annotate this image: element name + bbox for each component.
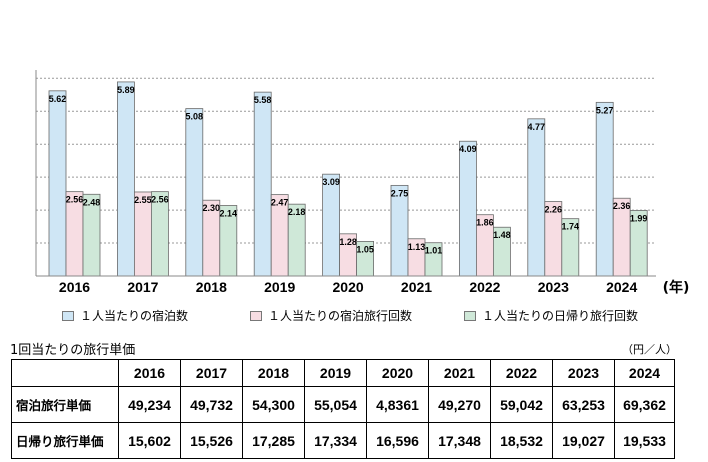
x-tick-label: 2016 bbox=[59, 279, 90, 295]
table-cell: 55,054 bbox=[304, 386, 367, 423]
x-tick-label: 2022 bbox=[469, 279, 500, 295]
column-header: 2017 bbox=[180, 359, 243, 387]
table-row-day-trip-price: 日帰り旅行単価 15,602 15,526 17,285 17,334 16,5… bbox=[11, 422, 675, 459]
chart-legend: １人当たりの宿泊数 １人当たりの宿泊旅行回数 １人当たりの日帰り旅行回数 bbox=[0, 307, 708, 323]
x-tick-labels: 2016 2017 2018 2019 2020 2021 2022 2023 2024 bbox=[59, 279, 638, 295]
bar-value-label: 5.58 bbox=[254, 95, 272, 105]
bar-value-label: 5.27 bbox=[596, 105, 614, 115]
bar-value-label: 5.89 bbox=[117, 85, 135, 95]
table-corner-cell bbox=[11, 359, 119, 387]
legend-label-overnight-trips: １人当たりの宿泊旅行回数 bbox=[268, 309, 413, 323]
table-cell: 19,533 bbox=[614, 422, 675, 459]
bar-stays bbox=[185, 108, 204, 277]
bar-value-label: 5.62 bbox=[49, 94, 67, 104]
table-cell: 4,8361 bbox=[366, 386, 429, 423]
legend-label-stays: １人当たりの宿泊数 bbox=[80, 309, 189, 323]
x-tick-label: 2018 bbox=[196, 279, 227, 295]
bar-value-label: 5.08 bbox=[186, 112, 204, 122]
table-cell: 17,348 bbox=[428, 422, 491, 459]
x-tick-label: 2023 bbox=[538, 279, 569, 295]
column-header: 2022 bbox=[490, 359, 553, 387]
bar-value-label: 1.48 bbox=[493, 230, 511, 240]
bar-chart: 5.622.56 2.485.892.55 2.565.082.302.145.58… bbox=[35, 70, 690, 296]
x-tick-label: 2017 bbox=[127, 279, 158, 295]
bar-value-label: 1.74 bbox=[562, 222, 580, 232]
column-header: 2018 bbox=[242, 359, 305, 387]
bar-value-label: 2.26 bbox=[545, 205, 563, 215]
table-cell: 49,234 bbox=[118, 386, 181, 423]
row-label: 日帰り旅行単価 bbox=[11, 422, 119, 459]
bar-value-label: 2.56 bbox=[66, 195, 84, 205]
table-cell: 49,732 bbox=[180, 386, 243, 423]
column-header: 2023 bbox=[552, 359, 615, 387]
bar-value-label: 4.09 bbox=[459, 144, 477, 154]
column-header: 2016 bbox=[118, 359, 181, 387]
x-tick-label: 2020 bbox=[333, 279, 364, 295]
legend-item-day-trips: １人当たりの日帰り旅行回数 bbox=[464, 307, 638, 324]
table-cell: 15,526 bbox=[180, 422, 243, 459]
legend-item-overnight-trips: １人当たりの宿泊旅行回数 bbox=[250, 307, 412, 324]
table-cell: 17,285 bbox=[242, 422, 305, 459]
price-table: 2016 2017 2018 2019 2020 2021 2022 2023 … bbox=[11, 359, 675, 459]
bar-value-label: 2.75 bbox=[391, 188, 409, 198]
legend-item-stays: １人当たりの宿泊数 bbox=[62, 307, 188, 324]
bar-stays bbox=[253, 91, 272, 277]
bar-value-label: 1.28 bbox=[339, 237, 357, 247]
bar-value-label: 2.14 bbox=[220, 208, 238, 218]
column-header: 2019 bbox=[304, 359, 367, 387]
legend-swatch-day-trips bbox=[464, 310, 476, 321]
table-row-overnight-price: 宿泊旅行単価 49,234 49,732 54,300 55,054 4,836… bbox=[11, 386, 675, 423]
bar-value-label: 1.13 bbox=[408, 242, 426, 252]
column-header: 2024 bbox=[614, 359, 675, 387]
table-cell: 19,027 bbox=[552, 422, 615, 459]
column-header: 2021 bbox=[428, 359, 491, 387]
table-cell: 59,042 bbox=[490, 386, 553, 423]
bar-stays bbox=[322, 173, 341, 277]
legend-swatch-overnight-trips bbox=[250, 310, 262, 321]
x-tick-label: 2021 bbox=[401, 279, 432, 295]
bar-value-label: 2.48 bbox=[83, 197, 101, 207]
bar-value-label: 3.09 bbox=[322, 177, 340, 187]
bar-stays bbox=[117, 81, 135, 277]
bar-stays bbox=[595, 101, 614, 277]
legend-label-day-trips: １人当たりの日帰り旅行回数 bbox=[482, 309, 639, 323]
bar-value-label: 2.56 bbox=[151, 195, 169, 205]
x-tick-label: 2024 bbox=[606, 279, 637, 295]
bar-value-label: 1.01 bbox=[425, 246, 443, 256]
bar-value-label: 2.47 bbox=[271, 198, 289, 208]
table-cell: 15,602 bbox=[118, 422, 181, 459]
x-tick-label: 2019 bbox=[264, 279, 295, 295]
bar-stays bbox=[458, 140, 477, 277]
table-cell: 54,300 bbox=[242, 386, 305, 423]
table-unit: （円／人） bbox=[622, 343, 677, 356]
bar-value-label: 2.18 bbox=[288, 207, 306, 217]
table-header-row: 2016 2017 2018 2019 2020 2021 2022 2023 … bbox=[11, 359, 675, 387]
table-cell: 49,270 bbox=[428, 386, 491, 423]
table-cell: 63,253 bbox=[552, 386, 615, 423]
table-cell: 17,334 bbox=[304, 422, 367, 459]
bar-value-label: 4.77 bbox=[528, 122, 546, 132]
bar-value-label: 2.36 bbox=[613, 201, 631, 211]
row-label: 宿泊旅行単価 bbox=[11, 386, 119, 423]
table-cell: 69,362 bbox=[614, 386, 675, 423]
table-cell: 16,596 bbox=[366, 422, 429, 459]
bars: 5.622.56 2.485.892.55 2.565.082.302.145.58… bbox=[48, 81, 648, 277]
bar-value-label: 1.86 bbox=[476, 218, 494, 228]
bar-value-label: 2.30 bbox=[203, 203, 221, 213]
bar-stays bbox=[390, 184, 409, 277]
bar-stays bbox=[527, 118, 546, 277]
bar-value-label: 2.55 bbox=[134, 195, 152, 205]
table-title: 1回当たりの旅行単価 bbox=[10, 343, 136, 358]
column-header: 2020 bbox=[366, 359, 429, 387]
x-unit-label: (年) bbox=[663, 279, 690, 296]
table-cell: 18,532 bbox=[490, 422, 553, 459]
bar-value-label: 1.99 bbox=[630, 213, 648, 223]
bar-value-label: 1.05 bbox=[356, 244, 374, 254]
bar-stays bbox=[48, 90, 67, 277]
legend-swatch-stays bbox=[62, 310, 74, 321]
